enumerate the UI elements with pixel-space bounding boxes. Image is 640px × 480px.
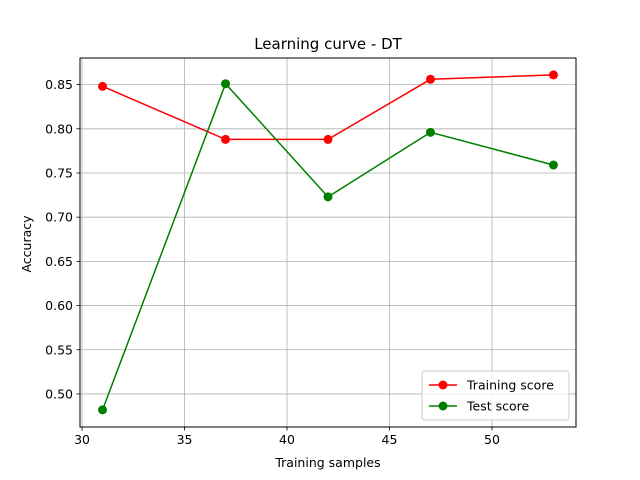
legend-box [421,370,570,421]
legend-marker [438,401,448,411]
y-tick-label: 0.75 [45,165,73,180]
y-axis-title: Accuracy [19,215,34,273]
x-tick-label: 30 [74,432,90,447]
data-point [323,134,333,144]
legend-label: Test score [466,399,529,414]
x-tick-label: 35 [177,432,193,447]
data-point [548,160,558,170]
y-tick-label: 0.50 [45,386,73,401]
x-tick-label: 40 [279,432,295,447]
x-tick-label: 45 [382,432,398,447]
legend-marker [438,380,448,390]
data-point [548,70,558,80]
data-point [98,405,108,415]
legend: Training score Test score [421,370,570,421]
y-tick-label: 0.65 [45,254,73,269]
chart-title: Learning curve - DT [254,35,402,53]
legend-label: Training score [466,378,554,393]
axis-ticks: 30 35 40 45 50 0.50 0.55 0.60 0.65 0.70 0.75 0.80 0.… [45,77,500,447]
y-tick-label: 0.60 [45,298,73,313]
data-point [425,127,435,137]
y-tick-label: 0.85 [45,77,73,92]
plot-frame [79,57,577,428]
data-point [221,134,231,144]
y-tick-label: 0.80 [45,121,73,136]
x-axis-title: Training samples [274,455,380,470]
data-point [98,81,108,91]
y-tick-label: 0.70 [45,210,73,225]
grid [80,58,576,427]
series [98,70,558,415]
data-point [221,79,231,89]
data-point [323,192,333,202]
data-point [425,74,435,84]
y-tick-label: 0.55 [45,342,73,357]
x-tick-label: 50 [484,432,500,447]
